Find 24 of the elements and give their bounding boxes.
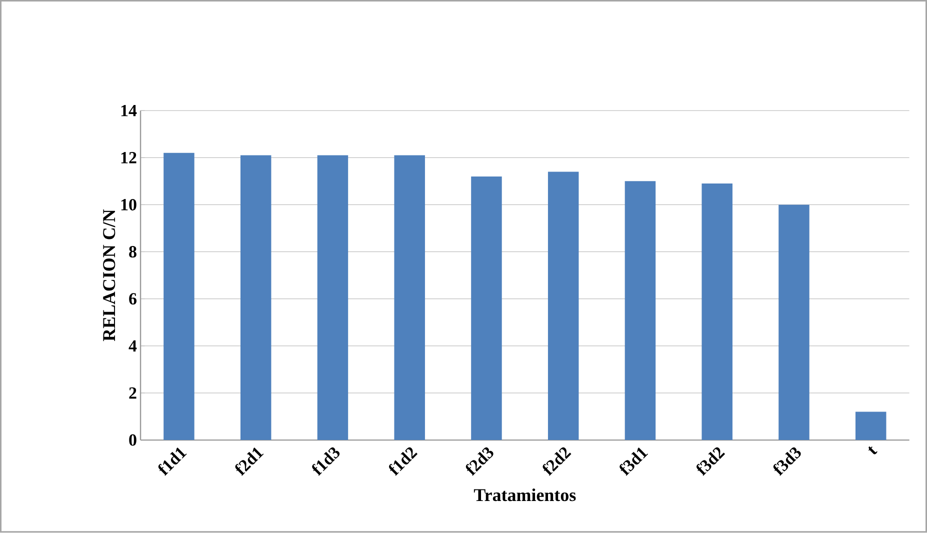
x-axis-title: Tratamientos <box>474 488 576 502</box>
bar <box>471 176 502 440</box>
y-tick-label: 4 <box>128 340 137 352</box>
y-tick-label: 14 <box>121 105 137 116</box>
y-tick-label: 8 <box>129 246 136 258</box>
y-tick-label: 10 <box>121 199 136 211</box>
bar <box>394 155 425 440</box>
bar <box>317 155 348 440</box>
y-tick-label: 12 <box>121 152 136 164</box>
x-tick-label: f2d1 <box>235 448 264 476</box>
y-tick-label: 0 <box>129 434 136 446</box>
x-tick-label: f1d1 <box>158 448 187 476</box>
bar <box>855 412 886 440</box>
y-tick-label: 6 <box>129 293 136 305</box>
x-tick-label: f3d1 <box>620 448 648 476</box>
bar <box>624 181 656 440</box>
y-tick-label: 2 <box>129 388 136 399</box>
bar <box>778 204 810 440</box>
bar <box>240 155 272 440</box>
bar <box>548 172 579 440</box>
bar <box>164 153 194 440</box>
bar <box>702 184 732 440</box>
y-axis-title: RELACION C/N <box>103 210 116 342</box>
x-tick-label: t <box>868 446 878 454</box>
